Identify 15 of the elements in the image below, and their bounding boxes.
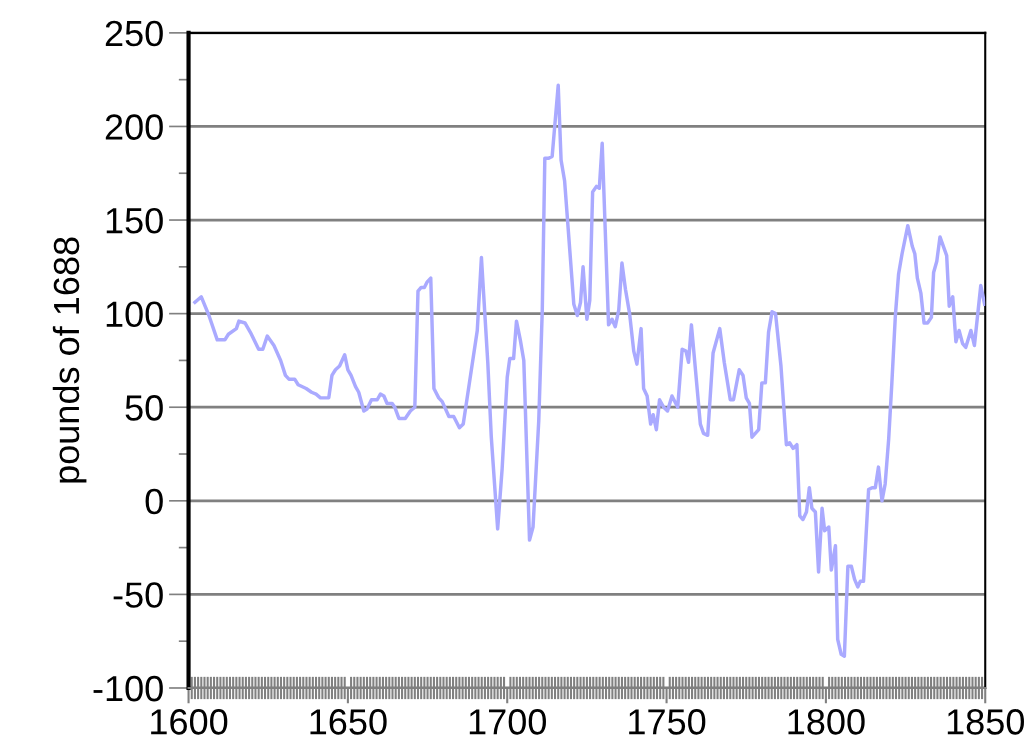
y-tick-label: 150 bbox=[106, 207, 163, 234]
y-tick-label: -50 bbox=[113, 582, 163, 608]
x-tick-label: 1650 bbox=[310, 709, 387, 735]
y-axis-title: pounds of 1688 bbox=[52, 237, 87, 483]
y-tick-label: -100 bbox=[93, 675, 163, 702]
y-tick-label: 50 bbox=[125, 395, 163, 421]
x-tick-label: 1700 bbox=[469, 709, 546, 735]
x-tick-label: 1750 bbox=[629, 709, 706, 735]
y-tick-label: 100 bbox=[106, 301, 163, 328]
y-tick-label: 0 bbox=[145, 488, 163, 515]
x-tick-label: 1800 bbox=[788, 709, 865, 735]
x-tick-label: 1850 bbox=[947, 709, 1024, 735]
x-tick-label: 1600 bbox=[151, 709, 228, 735]
y-tick-label: 200 bbox=[105, 114, 163, 140]
y-tick-label: 250 bbox=[105, 20, 163, 47]
